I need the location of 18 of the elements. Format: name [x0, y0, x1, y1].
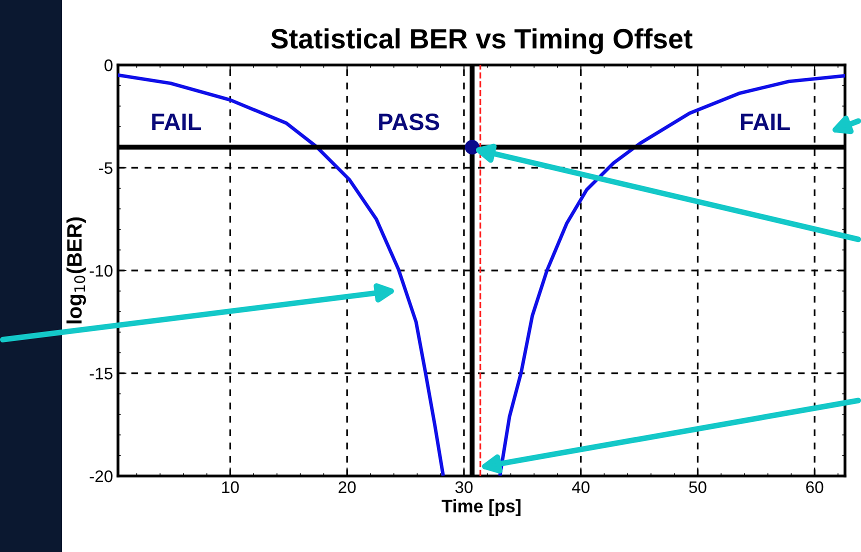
y-tick-label: 0	[104, 59, 112, 72]
x-tick-label: 40	[572, 481, 590, 494]
line-series	[118, 73, 445, 476]
x-tick-label: 60	[806, 481, 824, 494]
y-tick-label: -5	[99, 162, 112, 174]
annotation: PASS	[379, 113, 440, 130]
annotation: FAIL	[152, 114, 202, 130]
x-tick-label: 10	[222, 481, 239, 494]
x-tick-label: 20	[338, 481, 356, 494]
annotation: FAIL	[741, 114, 790, 130]
y-tick-label: -10	[90, 264, 112, 277]
x-axis-title: Time [ps]	[442, 499, 520, 516]
chart-title: Statistical BER vs Timing Offset	[271, 28, 692, 54]
y-tick-label: -20	[90, 470, 112, 482]
x-tick-label: 30	[455, 481, 473, 494]
y-tick-label: -15	[90, 368, 112, 380]
x-tick-label: 50	[689, 481, 706, 494]
y-axis-title: log$_{10}$(BER)	[66, 217, 86, 324]
